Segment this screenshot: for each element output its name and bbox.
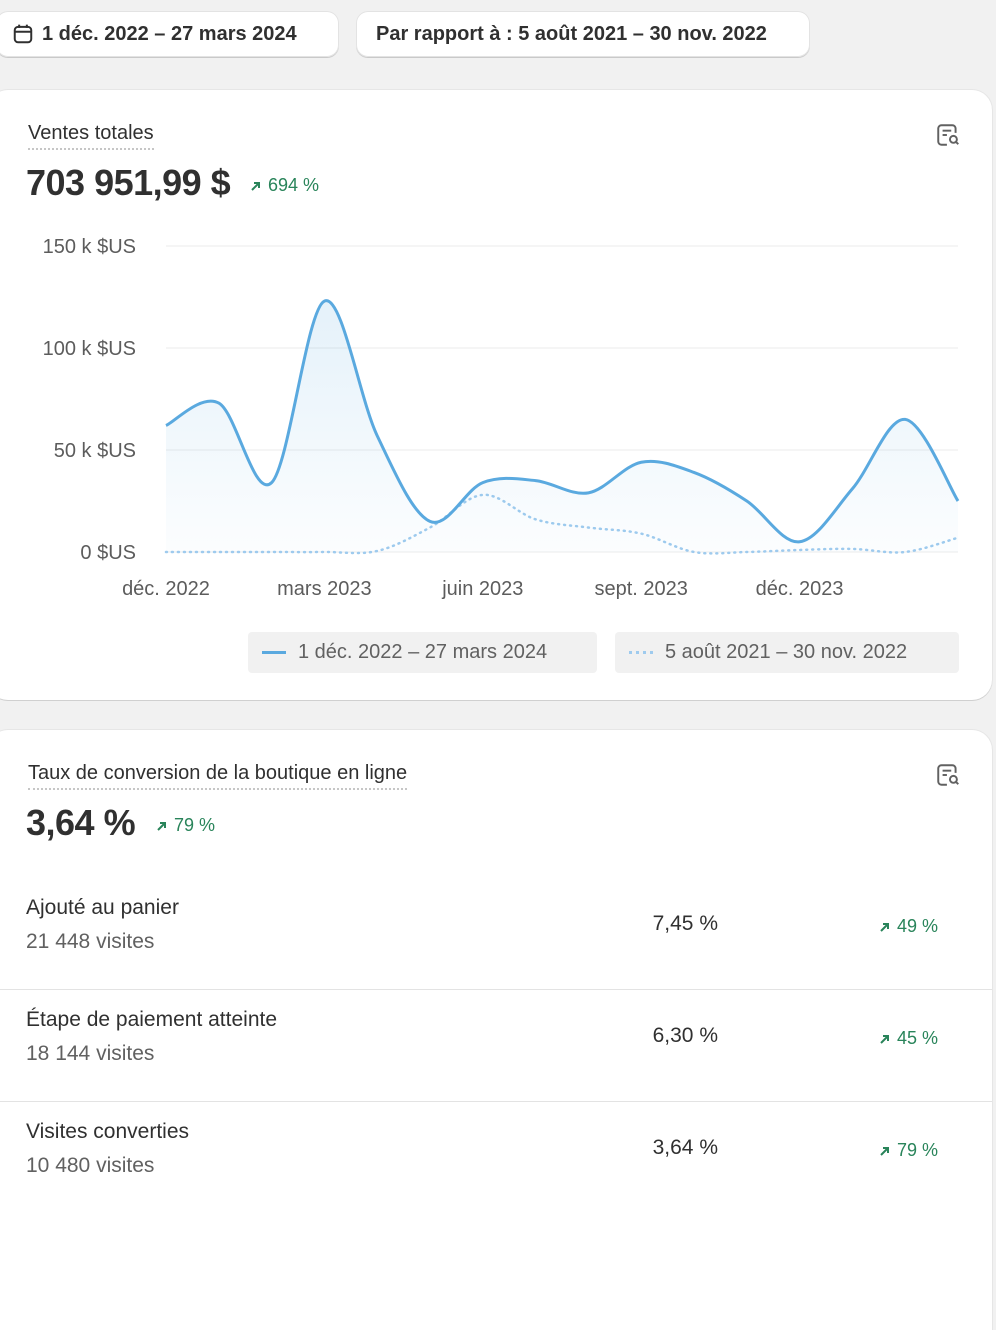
total-sales-change: 694 %	[250, 175, 319, 196]
conversion-title[interactable]: Taux de conversion de la boutique en lig…	[28, 762, 408, 790]
y-tick-label: 150 k $US	[43, 236, 136, 258]
trend-up-icon	[880, 922, 889, 932]
funnel-row-rate: 6,30 %	[652, 1024, 718, 1047]
funnel-row-visits: 21 448 visites	[26, 930, 155, 953]
funnel-row-added-to-cart: Ajouté au panier 21 448 visites 7,45 % 4…	[0, 878, 992, 990]
y-tick-label: 0 $US	[80, 542, 136, 564]
funnel-row-change: 49 %	[879, 916, 938, 937]
date-range-label: 1 déc. 2022 – 27 mars 2024	[42, 22, 297, 45]
funnel-row-label: Visites converties	[26, 1120, 190, 1143]
x-tick-label: sept. 2023	[594, 578, 687, 600]
funnel-row-visits: 10 480 visites	[26, 1154, 155, 1177]
x-tick-label: déc. 2023	[756, 578, 844, 600]
conversion-change: 79 %	[156, 815, 215, 836]
y-tick-label: 100 k $US	[43, 338, 136, 360]
trend-up-icon	[251, 181, 260, 191]
funnel-row-rate: 7,45 %	[652, 912, 718, 935]
view-report-icon[interactable]	[935, 122, 961, 148]
sales-line-chart: 0 $US 50 k $US 100 k $US 150 k $US déc. 2022…	[43, 236, 960, 600]
legend-compare-period[interactable]: 5 août 2021 – 30 nov. 2022	[615, 632, 959, 673]
x-tick-label: juin 2023	[441, 578, 523, 600]
total-sales-card: Ventes totales 703 951,99 $ 694 % 0 $US 5…	[0, 90, 992, 700]
funnel-row-change-value: 45 %	[896, 1028, 938, 1048]
trend-up-icon	[880, 1034, 889, 1044]
funnel-row-converted-visits: Visites converties 10 480 visites 3,64 %…	[0, 1102, 992, 1214]
funnel-row-rate: 3,64 %	[652, 1136, 718, 1159]
compare-range-label: Par rapport à : 5 août 2021 – 30 nov. 20…	[376, 22, 767, 45]
legend-compare-label: 5 août 2021 – 30 nov. 2022	[665, 641, 908, 663]
conversion-value: 3,64 %	[26, 802, 136, 843]
trend-up-icon	[157, 821, 166, 831]
total-sales-change-value: 694 %	[268, 175, 320, 195]
conversion-change-value: 79 %	[174, 815, 216, 835]
total-sales-value: 703 951,99 $	[26, 162, 231, 203]
funnel-row-change: 45 %	[879, 1028, 938, 1049]
calendar-icon	[13, 24, 33, 44]
funnel-row-change-value: 49 %	[896, 916, 938, 936]
series-area-current	[166, 300, 958, 552]
funnel-row-change: 79 %	[879, 1140, 938, 1161]
legend-current-period[interactable]: 1 déc. 2022 – 27 mars 2024	[248, 632, 597, 673]
conversion-rate-card: Taux de conversion de la boutique en lig…	[0, 730, 992, 1330]
x-tick-label: mars 2023	[277, 578, 372, 600]
funnel-row-label: Ajouté au panier	[26, 896, 179, 919]
total-sales-title[interactable]: Ventes totales	[28, 122, 154, 150]
compare-range-button[interactable]: Par rapport à : 5 août 2021 – 30 nov. 20…	[356, 11, 810, 57]
date-range-button[interactable]: 1 déc. 2022 – 27 mars 2024	[0, 11, 339, 57]
series-line-current	[165, 299, 960, 544]
legend-current-label: 1 déc. 2022 – 27 mars 2024	[298, 641, 548, 663]
funnel-row-visits: 18 144 visites	[26, 1042, 155, 1065]
view-report-icon[interactable]	[935, 762, 961, 788]
funnel-row-change-value: 79 %	[896, 1140, 938, 1160]
y-tick-label: 50 k $US	[54, 440, 136, 462]
funnel-row-checkout-reached: Étape de paiement atteinte 18 144 visite…	[0, 990, 992, 1102]
x-tick-label: déc. 2022	[122, 578, 210, 600]
legend-dotted-swatch	[629, 651, 653, 654]
trend-up-icon	[880, 1146, 889, 1156]
legend-solid-swatch	[262, 651, 286, 654]
funnel-row-label: Étape de paiement atteinte	[26, 1008, 278, 1031]
